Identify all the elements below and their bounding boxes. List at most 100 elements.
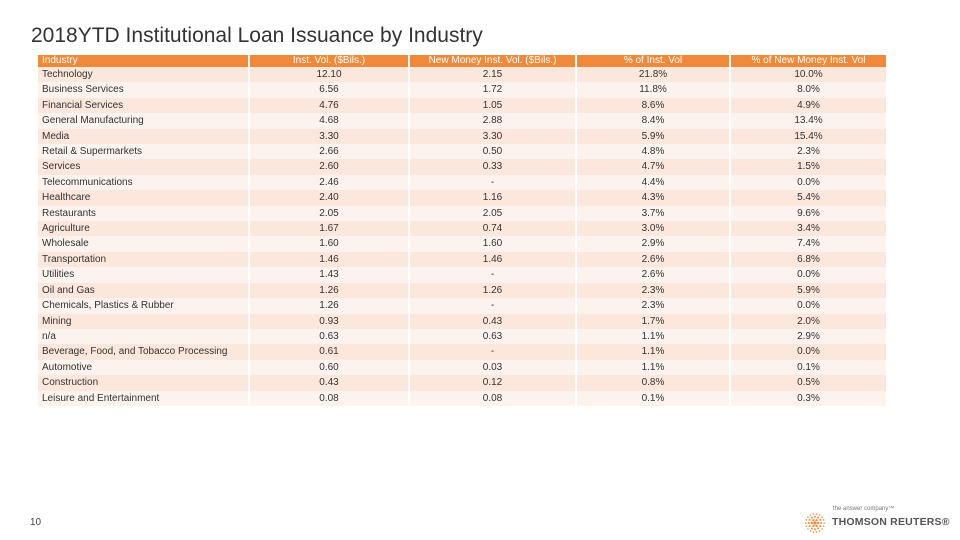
cell-pct-new-money-inst-vol: 4.9% [731,97,886,114]
cell-new-money-inst-vol: 0.12 [410,375,577,391]
cell-pct-new-money-inst-vol: 1.5% [731,159,886,175]
cell-industry: Automotive [38,359,250,376]
cell-new-money-inst-vol: 3.30 [410,128,577,145]
cell-industry: Mining [38,313,250,329]
cell-industry: Transportation [38,251,250,268]
logo-dot [815,519,818,522]
logo-dot [818,530,821,532]
cell-industry: Construction [38,375,250,391]
table-row: Automotive 0.60 0.03 1.1% 0.1% [38,359,886,376]
cell-inst-vol: 0.60 [250,359,410,376]
logo-dot [812,513,815,515]
cell-industry: Chemicals, Plastics & Rubber [38,298,250,314]
cell-inst-vol: 0.43 [250,375,410,391]
header-new-money-inst-vol: New Money Inst. Vol. ($Bils.) [410,55,577,67]
cell-industry: Services [38,159,250,175]
logo-dot [812,524,815,527]
cell-new-money-inst-vol: 1.05 [410,97,577,114]
cell-pct-inst-vol: 0.1% [577,390,731,406]
cell-industry: Wholesale [38,236,250,252]
cell-pct-new-money-inst-vol: 8.0% [731,82,886,98]
thomson-reuters-dot-logo-icon [805,513,825,533]
cell-pct-new-money-inst-vol: 0.0% [731,298,886,314]
cell-industry: General Manufacturing [38,113,250,129]
cell-pct-inst-vol: 11.8% [577,82,731,98]
cell-inst-vol: 1.26 [250,282,410,299]
cell-pct-inst-vol: 21.8% [577,67,731,83]
cell-inst-vol: 1.43 [250,267,410,283]
cell-pct-inst-vol: 2.9% [577,236,731,252]
cell-inst-vol: 2.46 [250,174,410,191]
cell-inst-vol: 0.93 [250,313,410,329]
cell-new-money-inst-vol: - [410,267,577,283]
logo-dot [807,528,809,530]
cell-pct-inst-vol: 4.4% [577,174,731,191]
cell-inst-vol: 2.05 [250,205,410,222]
cell-pct-inst-vol: 0.8% [577,375,731,391]
header-inst-vol: Inst. Vol. ($Bils.) [250,55,410,67]
cell-pct-inst-vol: 3.7% [577,205,731,222]
logo-dot [810,516,813,519]
table-row: Telecommunications 2.46-4.4% 0.0% [38,174,886,191]
cell-pct-new-money-inst-vol: 5.4% [731,190,886,206]
table-row: Media 3.30 3.30 5.9% 15.4% [38,128,886,145]
cell-new-money-inst-vol: 0.50 [410,144,577,160]
logo-dot [821,528,823,530]
logo-dot [815,524,818,527]
cell-new-money-inst-vol: - [410,344,577,360]
industry-issuance-table: Industry Inst. Vol. ($Bils.) New Money I… [38,55,886,406]
cell-pct-inst-vol: 5.9% [577,128,731,145]
cell-industry: Technology [38,67,250,83]
logo-dot [815,531,818,533]
logo-dot [812,531,815,533]
logo-dot [814,528,816,531]
cell-industry: Business Services [38,82,250,98]
table-row: n/a 0.63 0.63 1.1% 2.9% [38,328,886,345]
cell-inst-vol: 0.63 [250,328,410,345]
cell-inst-vol: 3.30 [250,128,410,145]
cell-pct-new-money-inst-vol: 15.4% [731,128,886,145]
cell-new-money-inst-vol: 1.26 [410,282,577,299]
cell-pct-new-money-inst-vol: 9.6% [731,205,886,222]
cell-inst-vol: 1.67 [250,221,410,237]
cell-pct-inst-vol: 8.6% [577,97,731,114]
cell-pct-inst-vol: 2.3% [577,298,731,314]
cell-new-money-inst-vol: 2.05 [410,205,577,222]
table-row: Financial Services 4.76 1.05 8.6% 4.9% [38,97,886,114]
table-header-row: Industry Inst. Vol. ($Bils.) New Money I… [38,55,886,67]
logo-dot [819,525,822,528]
logo-dot [817,516,820,519]
cell-pct-inst-vol: 1.7% [577,313,731,329]
table-row: Beverage, Food, and Tobacco Processing 0.… [38,344,886,360]
logo-dot [822,519,825,521]
logo-dot [812,519,815,522]
table-row: Chemicals, Plastics & Rubber 1.26-2.3% 0.0… [38,298,886,314]
cell-new-money-inst-vol: 1.46 [410,251,577,268]
logo-dot [819,518,822,521]
logo-dot [805,522,807,524]
cell-pct-new-money-inst-vol: 0.5% [731,375,886,391]
cell-industry: Beverage, Food, and Tobacco Processing [38,344,250,360]
logo-dot [808,525,811,528]
cell-new-money-inst-vol: 0.63 [410,328,577,345]
cell-pct-inst-vol: 1.1% [577,359,731,376]
cell-pct-inst-vol: 1.1% [577,344,731,360]
logo-dot [807,522,810,524]
cell-pct-new-money-inst-vol: 3.4% [731,221,886,237]
table-row: Wholesale 1.60 1.60 2.9% 7.4% [38,236,886,252]
logo-dot [821,516,823,518]
table-row: Restaurants 2.05 2.05 3.7% 9.6% [38,205,886,222]
cell-inst-vol: 6.56 [250,82,410,98]
header-pct-inst-vol: % of Inst. Vol [577,55,731,67]
cell-industry: Oil and Gas [38,282,250,299]
logo-dot [808,518,811,521]
cell-inst-vol: 1.26 [250,298,410,314]
table-row: Services 2.60 0.33 4.7% 1.5% [38,159,886,175]
cell-pct-new-money-inst-vol: 2.0% [731,313,886,329]
cell-inst-vol: 4.76 [250,97,410,114]
cell-new-money-inst-vol: 1.16 [410,190,577,206]
cell-pct-new-money-inst-vol: 2.3% [731,144,886,160]
cell-inst-vol: 0.08 [250,390,410,406]
thomson-reuters-logo: the answer company™ THOMSON REUTERS® [804,506,950,536]
cell-pct-new-money-inst-vol: 7.4% [731,236,886,252]
